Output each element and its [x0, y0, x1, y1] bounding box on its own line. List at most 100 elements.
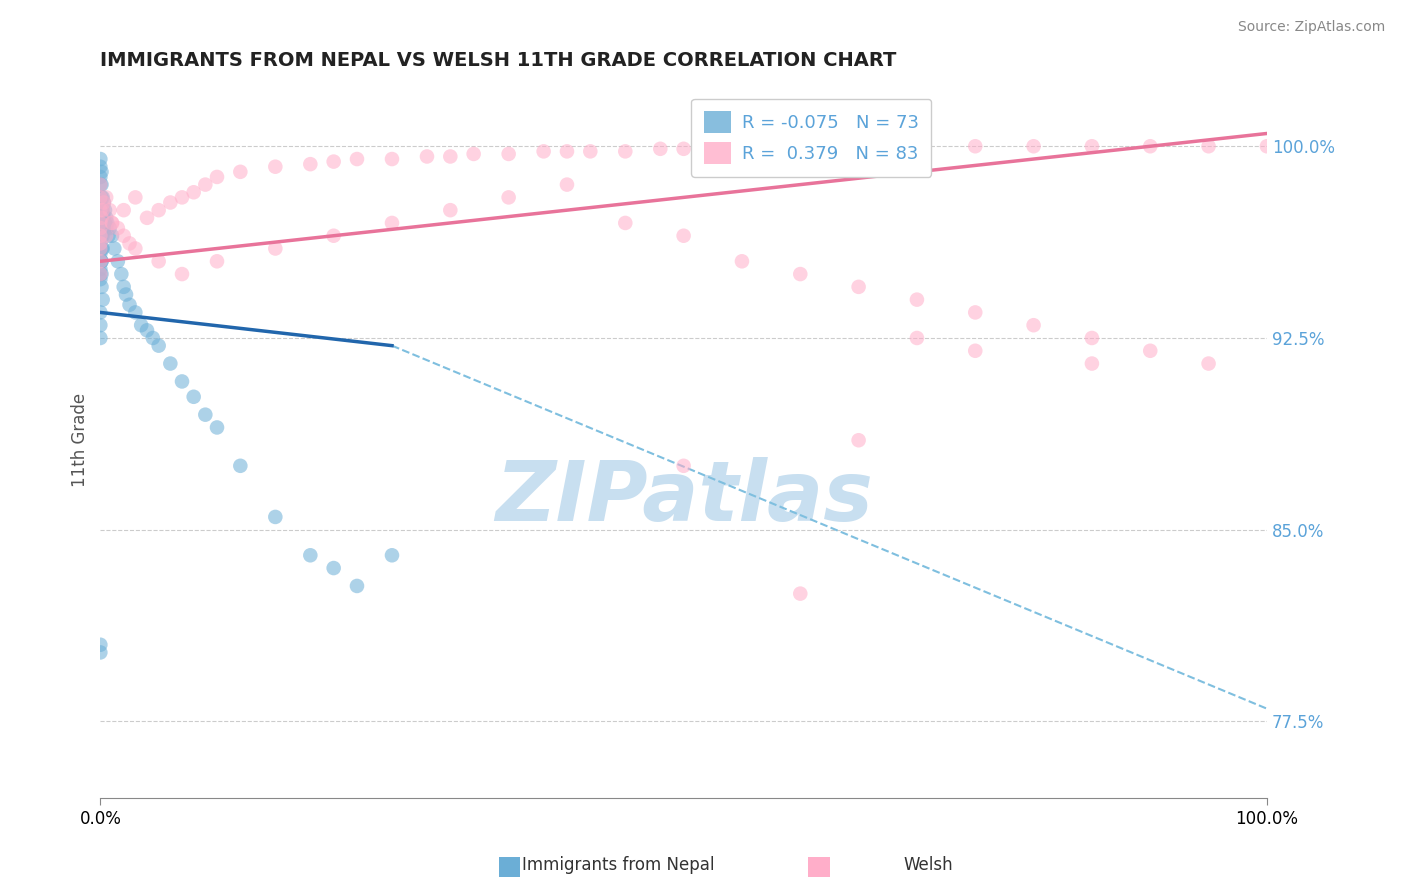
- Point: [89, 178, 111, 192]
- Point: [91, 216, 114, 230]
- Point: [90, 242, 112, 256]
- Point: [1198, 139, 1220, 153]
- Point: [96, 228, 118, 243]
- Point: [90, 211, 112, 225]
- Point: [89, 203, 111, 218]
- Point: [1081, 331, 1104, 345]
- Point: [93, 195, 115, 210]
- Point: [89, 228, 111, 243]
- Point: [533, 145, 555, 159]
- Point: [183, 186, 205, 200]
- Point: [89, 242, 111, 256]
- Point: [905, 331, 928, 345]
- Point: [205, 420, 228, 434]
- Point: [1139, 343, 1161, 358]
- Point: [94, 216, 117, 230]
- Point: [112, 203, 135, 218]
- Point: [89, 195, 111, 210]
- Point: [672, 228, 695, 243]
- Point: [107, 254, 129, 268]
- Point: [89, 203, 111, 218]
- Point: [89, 152, 111, 166]
- Point: [264, 160, 287, 174]
- Point: [89, 169, 111, 184]
- Point: [91, 203, 114, 218]
- Point: [136, 211, 159, 225]
- Point: [103, 242, 125, 256]
- Point: [346, 579, 368, 593]
- Point: [614, 145, 637, 159]
- Text: ZIPatlas: ZIPatlas: [495, 457, 873, 538]
- Point: [89, 211, 111, 225]
- Point: [118, 298, 141, 312]
- Point: [118, 236, 141, 251]
- Text: Immigrants from Nepal: Immigrants from Nepal: [523, 855, 714, 873]
- Point: [416, 149, 439, 163]
- Text: Source: ZipAtlas.com: Source: ZipAtlas.com: [1237, 20, 1385, 34]
- Point: [90, 267, 112, 281]
- Point: [170, 267, 193, 281]
- Point: [96, 221, 118, 235]
- Point: [205, 254, 228, 268]
- Point: [170, 190, 193, 204]
- Point: [346, 152, 368, 166]
- Point: [731, 254, 754, 268]
- Point: [905, 293, 928, 307]
- Point: [89, 190, 111, 204]
- Point: [905, 139, 928, 153]
- Y-axis label: 11th Grade: 11th Grade: [72, 393, 89, 487]
- Text: IMMIGRANTS FROM NEPAL VS WELSH 11TH GRADE CORRELATION CHART: IMMIGRANTS FROM NEPAL VS WELSH 11TH GRAD…: [100, 51, 897, 70]
- Point: [89, 305, 111, 319]
- Point: [1198, 357, 1220, 371]
- Point: [229, 458, 252, 473]
- Point: [1256, 139, 1278, 153]
- Point: [498, 190, 520, 204]
- Point: [579, 145, 602, 159]
- Point: [91, 293, 114, 307]
- Point: [124, 305, 146, 319]
- Point: [90, 280, 112, 294]
- Point: [194, 408, 217, 422]
- Point: [1139, 139, 1161, 153]
- Point: [89, 262, 111, 277]
- Point: [1022, 139, 1045, 153]
- Point: [90, 254, 112, 268]
- Point: [159, 195, 181, 210]
- Point: [498, 147, 520, 161]
- Point: [148, 203, 170, 218]
- Point: [110, 267, 132, 281]
- Point: [89, 246, 111, 260]
- Point: [229, 165, 252, 179]
- Point: [170, 375, 193, 389]
- Point: [672, 142, 695, 156]
- Point: [205, 169, 228, 184]
- Point: [90, 165, 112, 179]
- Point: [107, 221, 129, 235]
- Point: [264, 510, 287, 524]
- Point: [101, 216, 124, 230]
- Point: [89, 272, 111, 286]
- Point: [91, 242, 114, 256]
- Point: [381, 549, 404, 563]
- Point: [93, 195, 115, 210]
- Point: [614, 216, 637, 230]
- Point: [96, 211, 118, 225]
- Point: [848, 434, 870, 448]
- Point: [381, 216, 404, 230]
- Point: [98, 203, 121, 218]
- Point: [98, 221, 121, 235]
- Point: [555, 178, 578, 192]
- Point: [89, 160, 111, 174]
- Point: [112, 228, 135, 243]
- Point: [93, 211, 115, 225]
- Point: [101, 228, 124, 243]
- Point: [124, 190, 146, 204]
- Point: [965, 305, 987, 319]
- Point: [89, 216, 111, 230]
- Point: [89, 236, 111, 251]
- Point: [89, 331, 111, 345]
- Legend: R = -0.075   N = 73, R =  0.379   N = 83: R = -0.075 N = 73, R = 0.379 N = 83: [690, 98, 931, 177]
- Point: [89, 254, 111, 268]
- Point: [848, 280, 870, 294]
- Point: [789, 267, 811, 281]
